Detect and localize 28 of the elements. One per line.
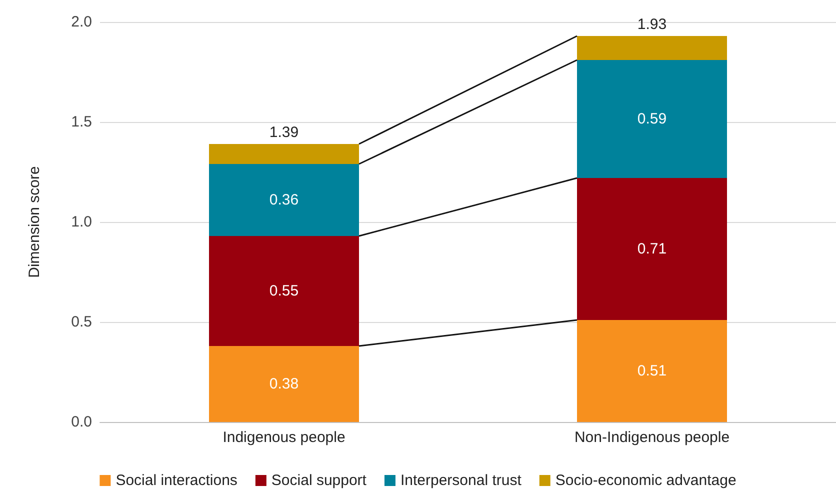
bar bbox=[577, 178, 727, 320]
bar bbox=[577, 36, 727, 60]
data-label: 0.71 bbox=[637, 240, 667, 258]
legend-label: Social support bbox=[271, 472, 368, 489]
bar bbox=[577, 320, 727, 422]
bar bbox=[577, 60, 727, 178]
data-label: 0.36 bbox=[269, 192, 299, 208]
legend-label: Socio-economic advantage bbox=[555, 472, 736, 489]
x-tick-label: Indigenous people bbox=[222, 429, 346, 446]
y-tick-label: 2.0 bbox=[71, 14, 92, 30]
y-tick-label: 0.5 bbox=[71, 314, 92, 330]
data-label: 0.59 bbox=[637, 110, 667, 128]
data-label: 0.51 bbox=[637, 362, 667, 380]
legend-label: Social interactions bbox=[116, 472, 238, 489]
x-tick-label: Non-Indigenous people bbox=[574, 429, 730, 446]
data-label: 0.38 bbox=[269, 376, 299, 392]
total-label: 1.93 bbox=[637, 16, 667, 33]
y-tick-label: 0.0 bbox=[71, 414, 92, 430]
y-tick-label: 1.5 bbox=[71, 114, 92, 130]
bar bbox=[209, 236, 359, 346]
bar bbox=[209, 346, 359, 422]
data-label: 0.55 bbox=[269, 282, 299, 300]
legend-label: Interpersonal trust bbox=[400, 472, 522, 489]
bar bbox=[209, 164, 359, 236]
total-label: 1.39 bbox=[269, 124, 299, 141]
bar bbox=[209, 144, 359, 164]
y-tick-label: 1.0 bbox=[71, 214, 92, 230]
y-axis-title: Dimension score bbox=[26, 166, 43, 278]
